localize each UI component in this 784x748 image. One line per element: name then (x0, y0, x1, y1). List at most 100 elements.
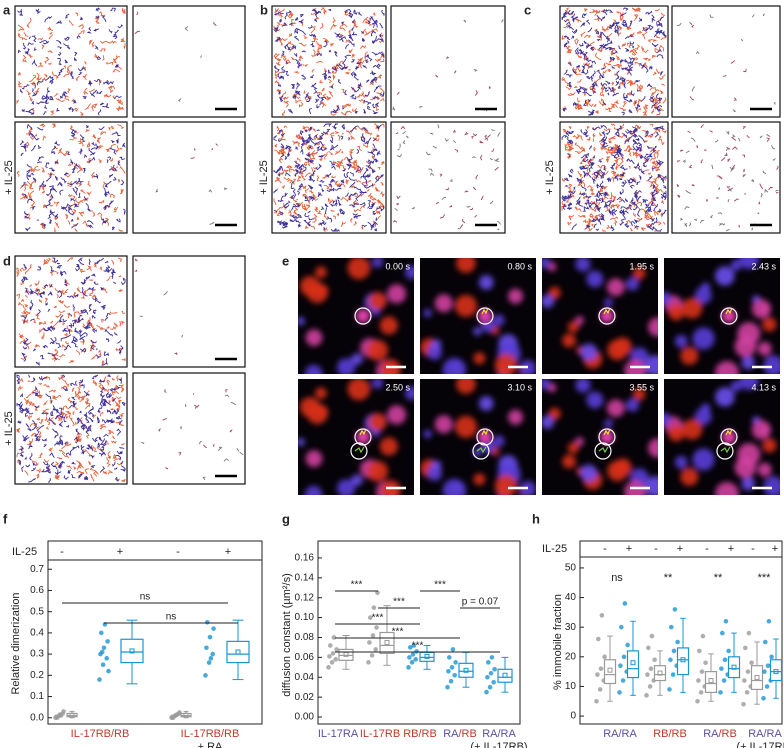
image-frame (14, 255, 128, 368)
category-part: IL-17RA (318, 728, 359, 740)
tracks (134, 11, 217, 34)
treatment-label: IL-25 (542, 543, 567, 555)
tracks (155, 187, 228, 225)
data-point (764, 684, 770, 689)
data-point (99, 649, 105, 655)
mean (463, 667, 469, 673)
blob (367, 460, 389, 482)
category-label: RB/RB (403, 728, 437, 740)
blob (347, 258, 371, 280)
data-point (722, 657, 728, 663)
category-part: RB (653, 728, 668, 740)
tracks (393, 125, 499, 229)
blob (607, 339, 628, 361)
data-point (749, 660, 754, 666)
micrograph: 3.55 s (542, 379, 658, 495)
time-label: 4.13 s (751, 382, 776, 392)
panel-label: g (282, 511, 290, 526)
data-point (368, 615, 373, 620)
data-point (105, 639, 110, 644)
box (704, 671, 718, 693)
data-point (101, 645, 107, 651)
data-point (617, 690, 622, 695)
data-point (766, 618, 772, 624)
blob (632, 388, 646, 401)
blob (542, 379, 551, 390)
image-frame (390, 5, 506, 118)
mean (708, 678, 714, 684)
treatment-label: + IL-25 (258, 160, 270, 195)
trajectory (481, 307, 489, 315)
data-point (484, 689, 489, 695)
panel-label: h (532, 511, 540, 526)
y-tick-label: 0.02 (295, 692, 315, 703)
blob (680, 346, 699, 365)
data-point (211, 626, 216, 631)
significance-label: ** (714, 572, 723, 584)
blob (741, 356, 755, 370)
blob (404, 265, 414, 280)
marker-circle (354, 428, 372, 446)
blob (379, 437, 398, 456)
blob (454, 415, 477, 438)
blob (507, 288, 524, 304)
blob (674, 455, 688, 469)
category-part: /RB (458, 728, 476, 740)
data-point (742, 678, 747, 683)
blob (494, 353, 518, 374)
tracks (190, 143, 218, 159)
time-label: 3.10 s (507, 382, 532, 392)
data-point (670, 672, 676, 677)
blob (645, 476, 658, 495)
panel-label: b (260, 2, 268, 17)
box (120, 638, 144, 664)
image-frame (132, 5, 246, 118)
y-tick-label: 0.6 (30, 585, 44, 596)
blob (574, 315, 584, 325)
tracks (273, 123, 385, 232)
blob (606, 399, 625, 418)
blob (586, 270, 604, 288)
category-part: IL-17RB (71, 728, 111, 740)
trajectory (725, 428, 733, 436)
box (750, 665, 764, 691)
data-point (619, 624, 624, 630)
mean (424, 653, 430, 659)
blob (305, 450, 323, 468)
blob (368, 291, 387, 311)
data-point (330, 651, 336, 656)
spot (355, 430, 370, 444)
data-point (726, 648, 731, 654)
blobs (664, 379, 780, 495)
data-point (449, 665, 455, 670)
treatment-sign: + (728, 543, 734, 555)
significance-label: ns (611, 572, 623, 584)
blob (304, 364, 323, 374)
marker-circle (472, 442, 490, 460)
micrograph: 4.13 s (664, 379, 780, 495)
micrograph: 3.10 s (420, 379, 536, 495)
significance-label: ns (140, 592, 151, 603)
blob (715, 481, 739, 495)
tracks (20, 257, 126, 366)
data-point (407, 655, 412, 660)
image-frame (132, 255, 246, 368)
treatment-sign: - (603, 543, 607, 555)
time-label: 3.55 s (629, 382, 654, 392)
blob (478, 396, 494, 411)
tracks (561, 7, 668, 116)
blob (575, 379, 591, 393)
treatment-sign: - (751, 543, 755, 555)
data-point (675, 639, 680, 645)
category-part: /RB (668, 728, 686, 740)
tracks (16, 257, 126, 366)
data-point (744, 690, 750, 695)
plot-frame (47, 540, 263, 725)
y-tick-label: 0.5 (30, 606, 44, 617)
y-tick-label: 10 (565, 681, 577, 692)
data-point (373, 647, 379, 652)
tracks (158, 389, 233, 470)
blob (423, 429, 432, 439)
data-point (58, 713, 64, 718)
category-part: /RB (718, 728, 736, 740)
